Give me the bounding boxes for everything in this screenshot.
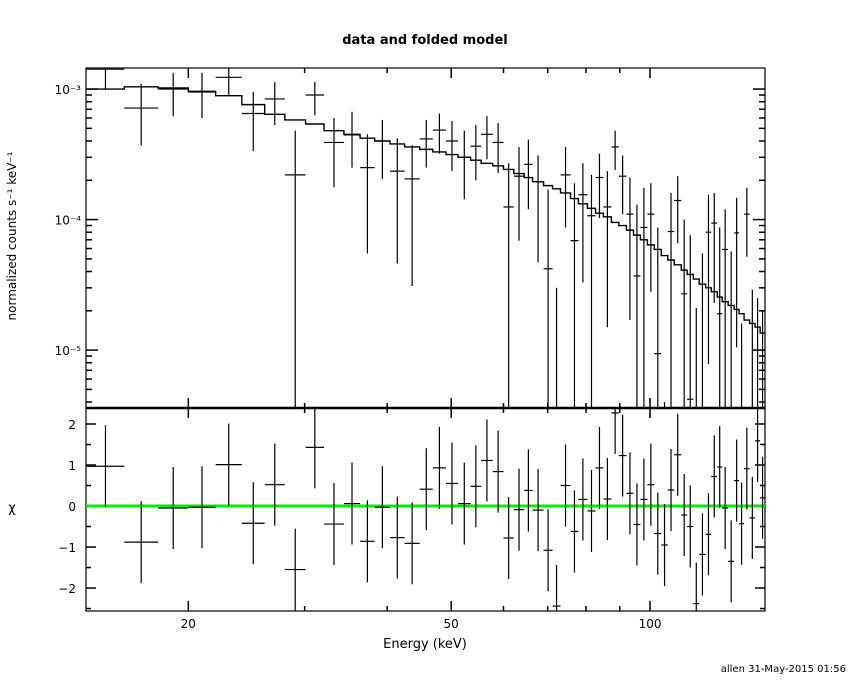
x-tick-label: 20 — [181, 617, 196, 631]
y-tick-label: 10⁻⁵ — [55, 344, 82, 358]
y-tick-label: 1 — [68, 459, 76, 473]
y-tick-label: 10⁻⁴ — [55, 214, 82, 228]
bottom-y-axis-label: χ — [8, 501, 16, 516]
y-tick-label: −2 — [58, 582, 76, 596]
footer-timestamp: allen 31-May-2015 01:56 — [721, 664, 846, 675]
y-tick-label: 0 — [68, 500, 76, 514]
x-axis-label: Energy (keV) — [383, 637, 467, 652]
y-tick-label: 10⁻³ — [55, 83, 82, 97]
y-tick-label: −1 — [58, 541, 76, 555]
x-tick-label: 50 — [444, 617, 459, 631]
chart-title: data and folded model — [342, 33, 508, 48]
top-y-axis-label: normalized counts s⁻¹ keV⁻¹ — [5, 151, 19, 320]
x-tick-label: 100 — [639, 617, 662, 631]
bottom-panel-frame — [85, 407, 766, 612]
y-tick-label: 2 — [68, 418, 76, 432]
top-panel-frame — [85, 67, 766, 409]
